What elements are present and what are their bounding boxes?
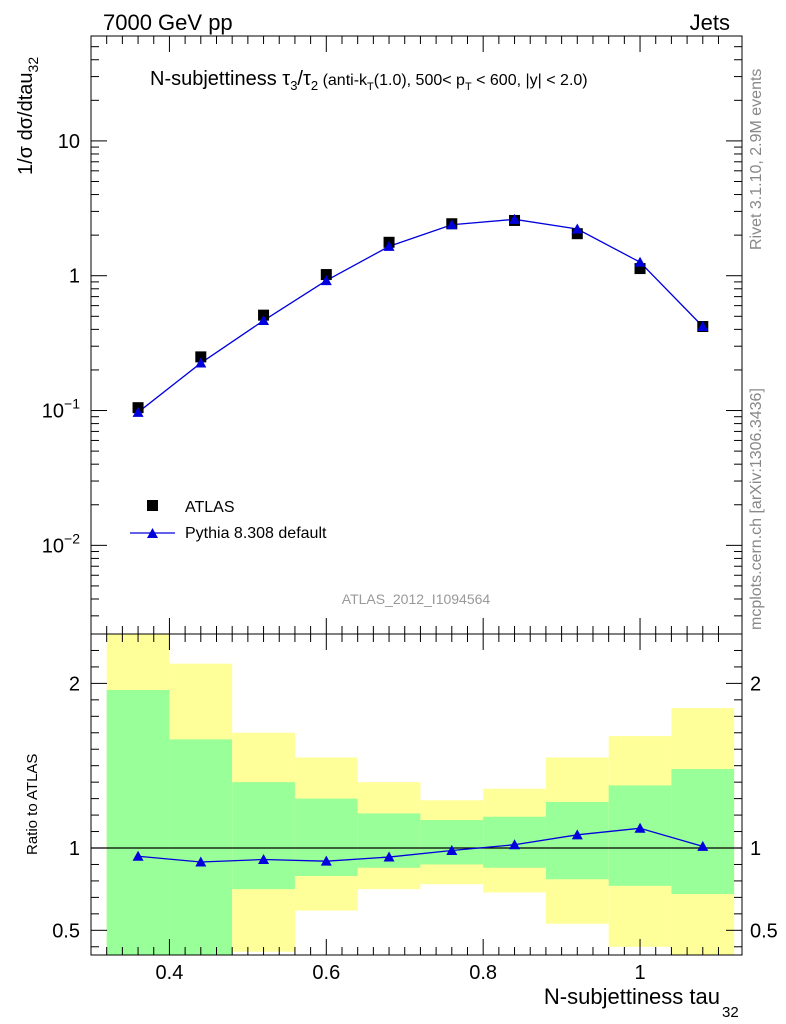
main-y-tick-base: 10 [42, 535, 64, 557]
pythia-ratio-point [571, 829, 583, 840]
pythia-point [509, 213, 521, 224]
main-plot-frame [90, 35, 743, 635]
x-axis-label: N-subjettiness tau [544, 984, 720, 1009]
atlas-point [634, 263, 646, 275]
pythia-point [571, 223, 583, 234]
ratio-inner-band-7 [545, 801, 609, 880]
pythia-point [195, 357, 207, 368]
main-y-tick-exp: −2 [64, 530, 80, 546]
pythia-ratio-point [132, 850, 144, 861]
main-y-axis-label-sub: 32 [25, 57, 41, 73]
main-y-tick-label: 10−2 [42, 530, 80, 557]
pythia-ratio-line [138, 827, 703, 863]
title-cuts-a: (anti-k [318, 72, 368, 89]
title-cuts-b-sub: T [465, 81, 472, 93]
main-y-axis-label-text: 1/σ dσ/dtau [15, 72, 37, 175]
x-tick-label: 0.8 [469, 962, 497, 984]
rivet-version-label: Rivet 3.1.10, 2.9M events [748, 69, 765, 250]
header-right: Jets [690, 10, 730, 35]
ratio-y-tick-label-right: 2 [750, 673, 761, 695]
title-num-sub: 3 [290, 78, 297, 93]
pythia-ratio-point [383, 851, 395, 862]
main-y-tick-base: 10 [42, 401, 64, 423]
header-left: 7000 GeV pp [103, 10, 233, 35]
ratio-inner-band-9 [671, 768, 735, 895]
pythia-point [132, 406, 144, 417]
atlas-point [195, 351, 207, 363]
mcplots-label: mcplots.cern.ch [arXiv:1306.3436] [748, 388, 765, 630]
pythia-point [320, 275, 332, 286]
ratio-y-tick-label-right: 0.5 [750, 920, 778, 942]
pythia-line [137, 218, 704, 413]
atlas-point [320, 269, 332, 281]
legend-atlas-label: ATLAS [185, 499, 235, 516]
legend: ATLAS Pythia 8.308 default [130, 499, 327, 542]
pythia-point [383, 240, 395, 251]
main-y-tick-label: 10 [58, 131, 80, 153]
ratio-uncertainty-bands [106, 634, 735, 955]
atlas-point [571, 228, 583, 240]
x-tick-label: 1 [634, 962, 645, 984]
x-axis-label-sub: 32 [722, 1004, 739, 1021]
title-slash: / [297, 68, 303, 90]
pythia-ratio-point [258, 854, 270, 865]
axis-ticks [90, 35, 742, 955]
legend-pythia-label: Pythia 8.308 default [185, 525, 327, 542]
x-axis-label-text: N-subjettiness tau [544, 984, 720, 1009]
ratio-inner-band-1 [169, 739, 233, 955]
plot-title: N-subjettiness τ3/τ2 (anti-kT(1.0), 500<… [150, 68, 588, 93]
main-y-tick-exp: −1 [64, 396, 80, 412]
x-tick-label: 0.4 [156, 962, 184, 984]
ratio-y-tick-label-left: 2 [69, 673, 80, 695]
ratio-inner-band-5 [420, 820, 484, 865]
ratio-inner-band-0 [106, 689, 170, 955]
title-tau-den: τ [303, 68, 311, 90]
title-prefix: N-subjettiness [150, 68, 282, 90]
ratio-y-axis-label: Ratio to ATLAS [24, 754, 41, 855]
pythia-point [697, 321, 709, 332]
pythia-point [258, 315, 270, 326]
title-tau-num: τ [282, 68, 290, 90]
pythia-ratio-point [697, 840, 709, 851]
x-tick-label: 0.6 [312, 962, 340, 984]
legend-atlas-marker [147, 500, 158, 511]
pythia-ratio-point [634, 822, 646, 833]
analysis-id-label: ATLAS_2012_I1094564 [342, 591, 491, 607]
legend-pythia-marker [147, 528, 158, 538]
pythia-ratio-point [320, 855, 332, 866]
ratio-inner-band-8 [608, 785, 672, 886]
title-den-sub: 2 [311, 78, 318, 93]
ratio-inner-band-2 [232, 782, 295, 890]
data-series [132, 213, 709, 867]
main-y-tick-label: 1 [69, 266, 80, 288]
pythia-point [634, 256, 646, 267]
pythia-ratio-point [509, 839, 521, 850]
title-cuts-b: (1.0), 500< p [374, 72, 465, 89]
ratio-plot-frame [90, 633, 743, 956]
ratio-y-tick-label-left: 0.5 [52, 920, 80, 942]
pythia-ratio-point [446, 844, 458, 855]
main-y-tick-label: 10−1 [42, 396, 80, 423]
pythia-ratio-point [195, 856, 207, 867]
main-y-axis-label: 1/σ dσ/dtau32 [15, 57, 41, 175]
title-cuts-c: < 600, |y| < 2.0) [472, 72, 588, 89]
ratio-y-tick-label-left: 1 [69, 838, 80, 860]
ratio-y-tick-label-right: 1 [750, 838, 761, 860]
title-cuts-a-sub: T [367, 81, 374, 93]
pythia-point [446, 219, 458, 230]
